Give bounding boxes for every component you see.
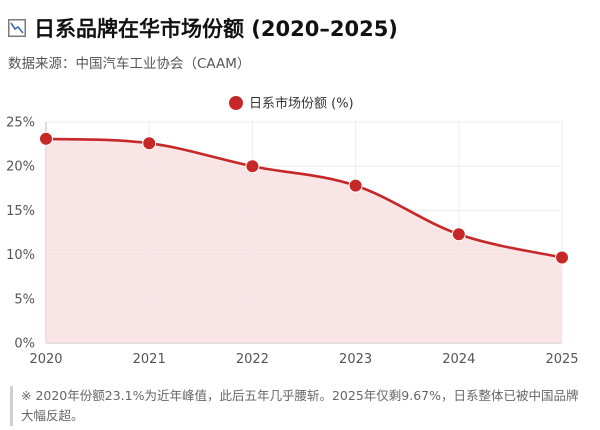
legend-label: 日系市场份额 (%) xyxy=(249,96,354,112)
area-fill xyxy=(46,138,562,343)
x-tick-label: 2023 xyxy=(339,352,372,367)
x-tick-label: 2024 xyxy=(442,352,475,367)
y-tick-label: 20% xyxy=(6,160,35,175)
x-tick-label: 2020 xyxy=(29,352,62,367)
data-point xyxy=(245,159,260,174)
data-point xyxy=(348,178,363,193)
chart-header: 日系品牌在华市场份额 (2020–2025) 数据来源：中国汽车工业协会（CAA… xyxy=(8,8,592,72)
y-tick-label: 15% xyxy=(6,204,35,219)
x-tick-label: 2022 xyxy=(236,352,269,367)
x-tick-label: 2025 xyxy=(545,352,578,367)
y-tick-label: 25% xyxy=(6,116,35,131)
data-point xyxy=(555,250,569,265)
x-tick-label: 2021 xyxy=(133,352,166,367)
legend-marker xyxy=(229,96,243,110)
market-share-chart: 0% 5% 10% 15% 20% 25% 2020 2021 2022 2023 2024 2025… xyxy=(6,96,578,368)
data-point xyxy=(451,227,466,242)
title-row: 日系品牌在华市场份额 (2020–2025) xyxy=(8,8,592,48)
data-point xyxy=(142,136,157,151)
chart-title: 日系品牌在华市场份额 (2020–2025) xyxy=(34,17,398,41)
y-tick-label: 0% xyxy=(14,337,35,352)
y-tick-label: 10% xyxy=(6,248,35,263)
line-chart-icon xyxy=(8,19,26,37)
chart-subtitle: 数据来源：中国汽车工业协会（CAAM） xyxy=(8,56,251,72)
y-tick-label: 5% xyxy=(14,292,35,307)
series-line xyxy=(45,137,563,259)
chart-footnote: ※ 2020年份额23.1%为近年峰值，此后五年几乎腰斩。2025年仅剩9.67… xyxy=(10,386,582,426)
data-point xyxy=(39,131,53,146)
